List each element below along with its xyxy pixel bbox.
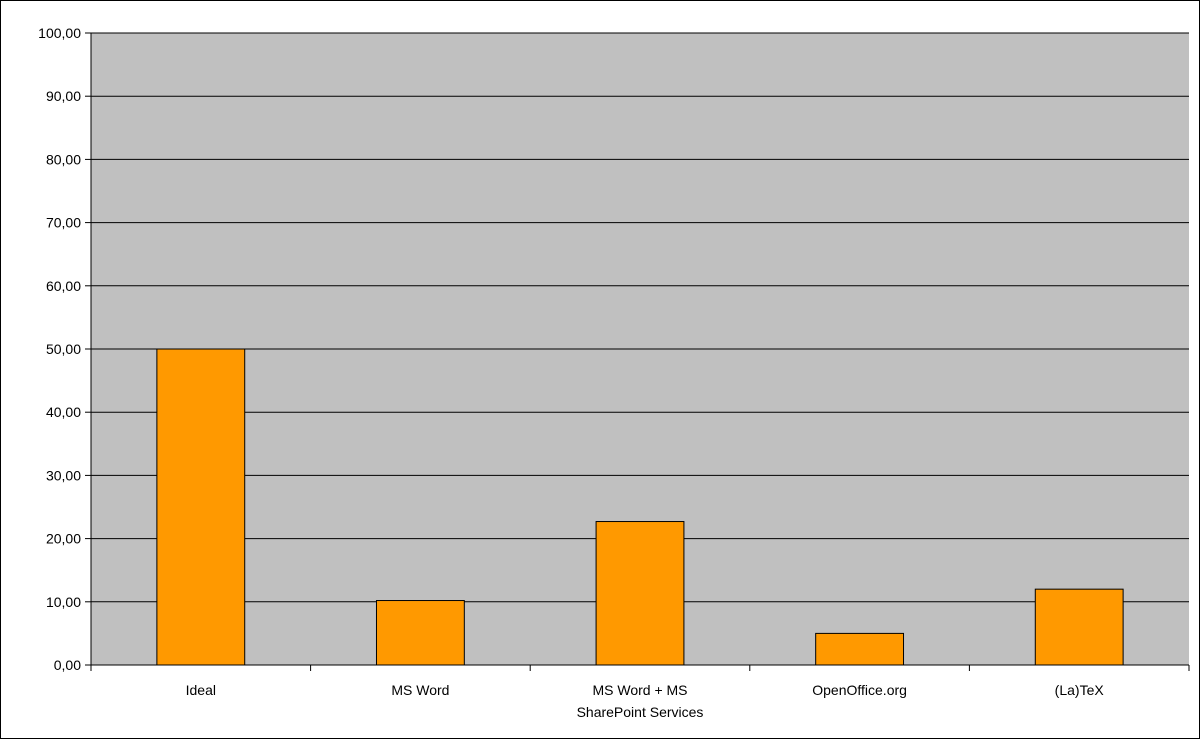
x-tick-label: (La)TeX: [1055, 682, 1105, 698]
x-axis-category-labels: Ideal MS Word MS Word + MS SharePoint Servi…: [186, 682, 1105, 720]
bar: [375, 600, 465, 666]
x-tick-label-line: MS Word: [391, 682, 449, 698]
y-tick-label: 90,00: [46, 88, 81, 104]
y-tick-label: 100,00: [38, 25, 81, 41]
y-tick-label: 20,00: [46, 531, 81, 547]
y-axis-ticks: 0,00 10,00 20,00 30,00 40,00 50,00 60,00 70,00 8…: [38, 25, 91, 673]
y-tick-label: 50,00: [46, 341, 81, 357]
x-tick-label-line: (La)TeX: [1055, 682, 1105, 698]
x-tick-label-line: SharePoint Services: [577, 704, 704, 720]
x-tick-label: Ideal: [186, 682, 216, 698]
x-tick-label: MS Word: [391, 682, 449, 698]
x-tick-label-line: MS Word + MS: [592, 682, 687, 698]
y-tick-label: 60,00: [46, 278, 81, 294]
x-tick-label-line: OpenOffice.org: [812, 682, 907, 698]
y-tick-label: 0,00: [54, 657, 81, 673]
bars: [156, 348, 1124, 666]
bar: [156, 348, 246, 666]
y-tick-label: 70,00: [46, 215, 81, 231]
x-tick-label: MS Word + MS SharePoint Services: [577, 682, 704, 720]
y-tick-label: 80,00: [46, 151, 81, 167]
y-tick-label: 40,00: [46, 404, 81, 420]
bar: [595, 521, 685, 666]
y-tick-label: 10,00: [46, 594, 81, 610]
bar: [815, 632, 905, 666]
x-tick-label: OpenOffice.org: [812, 682, 907, 698]
x-tick-label-line: Ideal: [186, 682, 216, 698]
y-tick-label: 30,00: [46, 467, 81, 483]
bar: [1034, 588, 1124, 666]
